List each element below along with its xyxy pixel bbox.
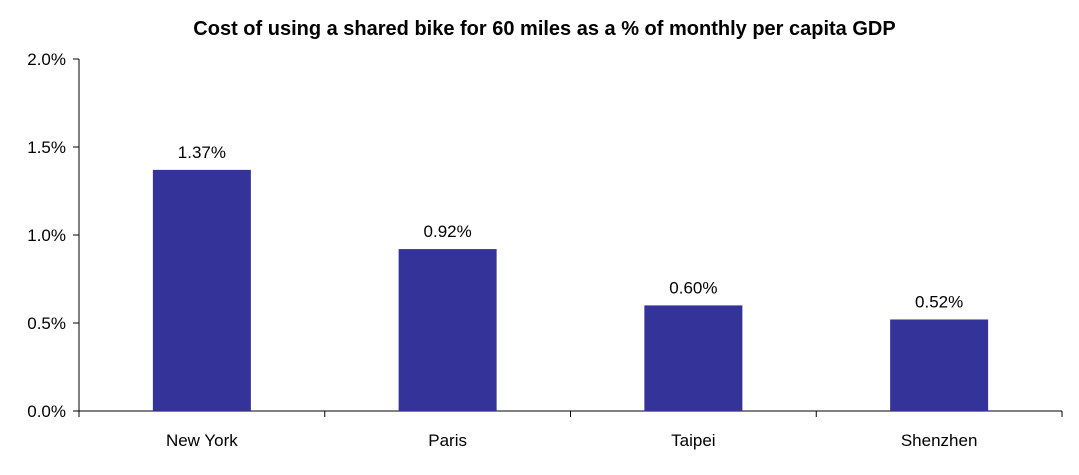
data-label: 0.52% [915,292,963,311]
data-label: 1.37% [178,143,226,162]
x-tick-label: Paris [428,431,467,450]
bar [152,169,251,411]
data-label: 0.92% [424,222,472,241]
bar [644,305,743,411]
x-tick-label: Shenzhen [901,431,978,450]
bar [890,319,989,411]
bar [398,249,497,411]
y-tick-label: 1.0% [27,226,66,245]
y-tick-label: 0.0% [27,402,66,421]
chart-title: Cost of using a shared bike for 60 miles… [193,18,896,40]
data-label: 0.60% [669,278,717,297]
x-tick-label: New York [166,431,238,450]
x-tick-label: Taipei [671,431,715,450]
y-tick-label: 2.0% [27,50,66,69]
y-tick-label: 1.5% [27,138,66,157]
y-tick-label: 0.5% [27,314,66,333]
